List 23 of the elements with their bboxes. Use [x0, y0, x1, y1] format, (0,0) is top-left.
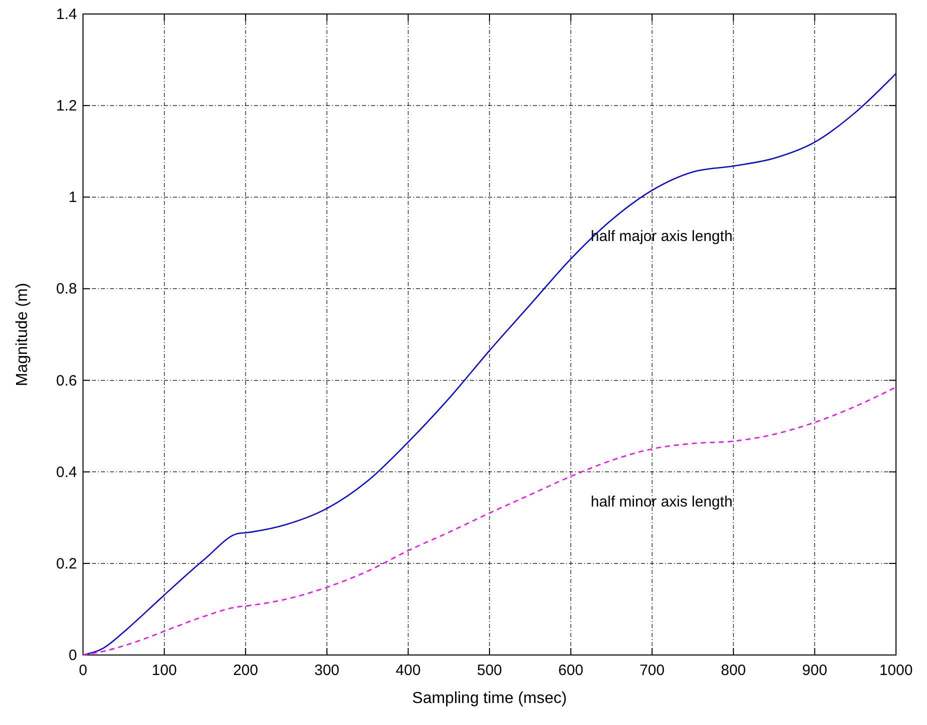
x-tick-label: 900 [802, 662, 828, 679]
x-tick-label: 800 [720, 662, 746, 679]
x-tick-label: 400 [396, 662, 421, 679]
y-tick-label: 0.4 [56, 464, 77, 481]
y-tick-label: 0 [68, 647, 77, 664]
x-tick-label: 1000 [879, 662, 913, 679]
y-tick-label: 1.4 [56, 6, 77, 23]
series-label: half minor axis length [590, 493, 733, 510]
x-tick-label: 200 [233, 662, 258, 679]
x-axis-title: Sampling time (msec) [412, 690, 567, 707]
y-tick-label: 0.2 [56, 555, 77, 572]
y-axis-title: Magnitude (m) [14, 282, 31, 386]
y-tick-label: 1.2 [56, 98, 77, 115]
y-tick-label: 1 [68, 189, 77, 206]
x-tick-label: 700 [640, 662, 665, 679]
x-tick-label: 600 [558, 662, 584, 679]
y-tick-label: 0.8 [56, 280, 77, 298]
x-tick-label: 300 [314, 662, 340, 679]
x-tick-label: 500 [476, 662, 502, 679]
series-label: half major axis length [590, 228, 733, 245]
x-tick-label: 100 [152, 662, 177, 679]
y-tick-label: 0.6 [56, 372, 77, 390]
line-series [82, 386, 897, 656]
